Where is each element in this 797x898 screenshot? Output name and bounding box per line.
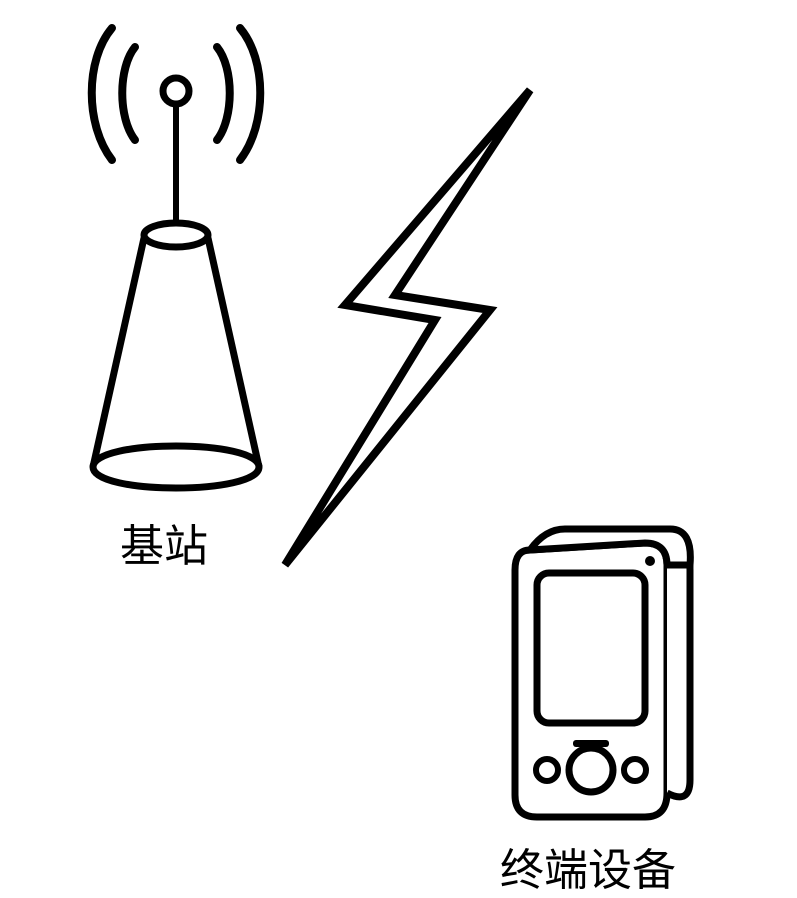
diagram-canvas: 基站 终端设备	[0, 0, 797, 885]
lightning-icon	[260, 85, 560, 585]
terminal-device-label: 终端设备	[500, 834, 676, 898]
wireless-link-edge	[260, 85, 560, 585]
phone-icon	[495, 525, 705, 825]
base-station-label: 基站	[120, 510, 208, 574]
terminal-device-node	[495, 525, 705, 825]
